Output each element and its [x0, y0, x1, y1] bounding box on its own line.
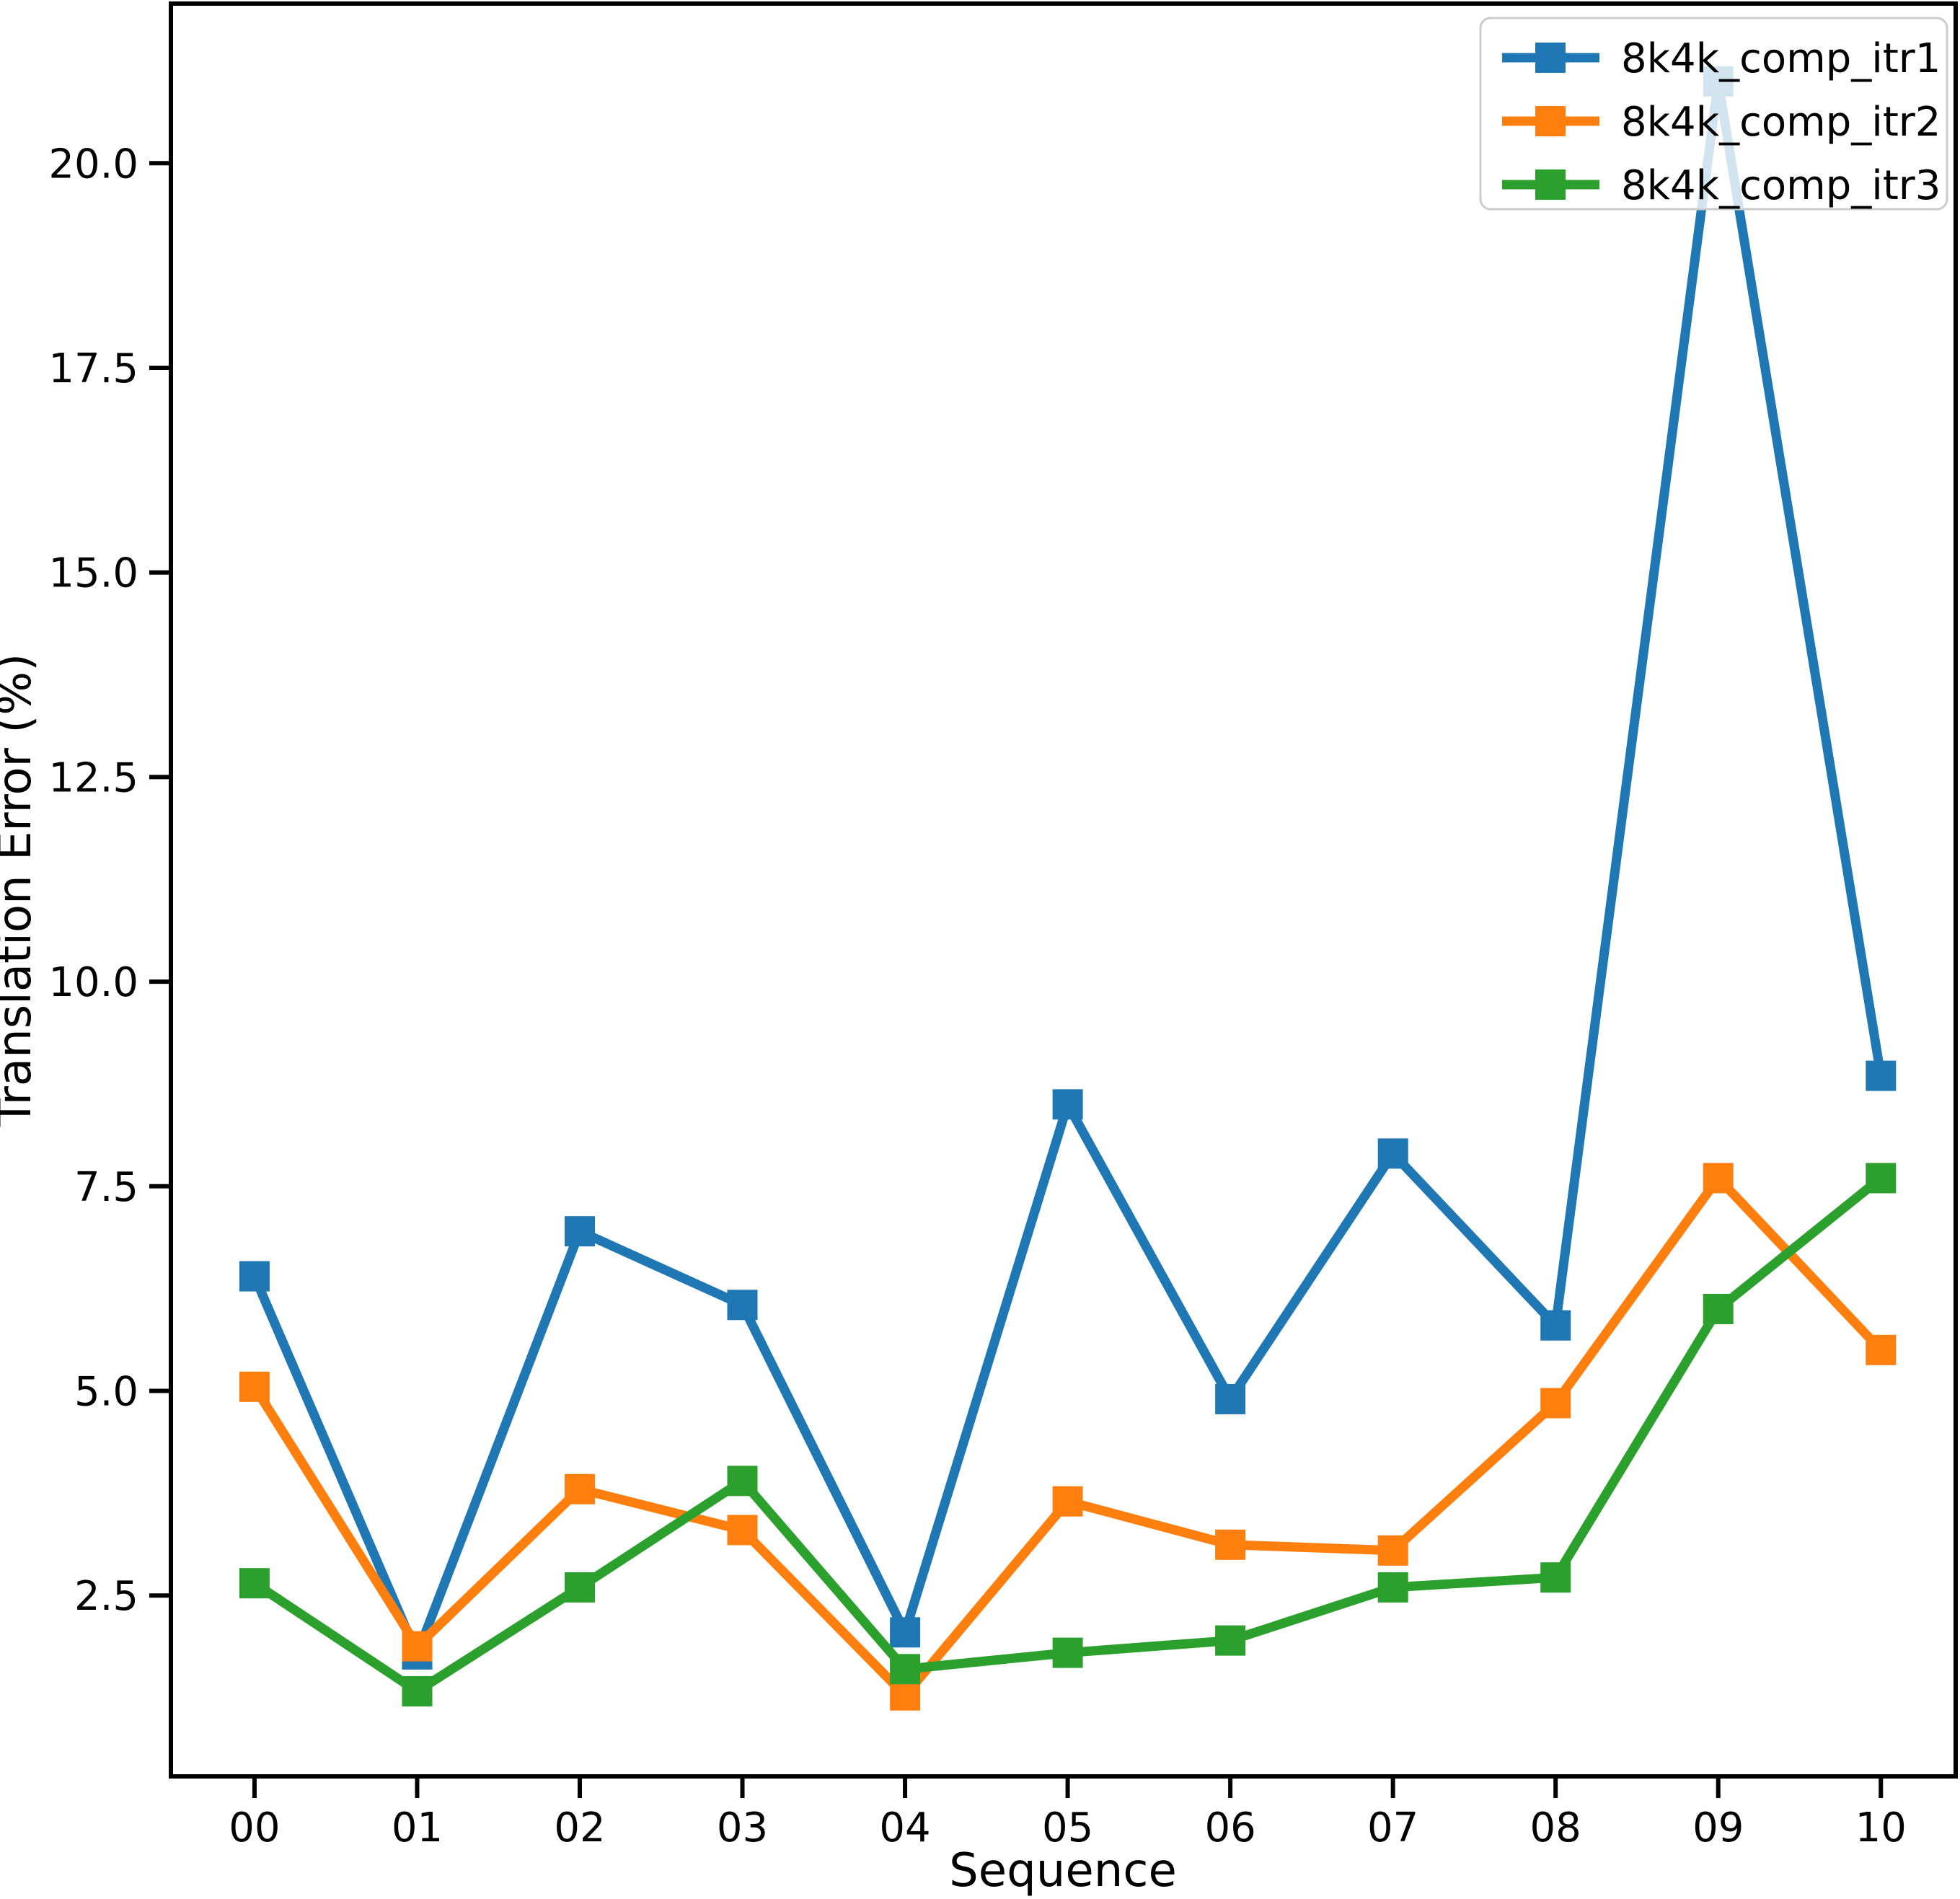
x-tick-label: 03 [717, 1805, 768, 1851]
x-tick-label: 09 [1692, 1805, 1744, 1851]
x-tick-label: 04 [879, 1805, 930, 1851]
data-point-marker [1540, 1562, 1571, 1593]
data-point-marker [1052, 1486, 1083, 1517]
data-point-marker [239, 1371, 270, 1402]
legend-marker-sample [1535, 106, 1566, 136]
data-point-marker [565, 1572, 595, 1603]
series-8k4k_comp_itr2-markers [239, 1163, 1897, 1711]
y-tick-label: 20.0 [48, 141, 138, 188]
data-point-marker [1052, 1637, 1083, 1668]
legend-box [1479, 17, 1948, 211]
data-point-marker [1866, 1163, 1897, 1194]
x-tick-label: 10 [1855, 1805, 1907, 1851]
data-point-marker [1377, 1535, 1408, 1566]
data-point-marker [1377, 1572, 1408, 1603]
data-point-marker [1703, 1294, 1734, 1324]
data-point-marker [1866, 1060, 1897, 1091]
data-point-marker [1703, 1163, 1734, 1194]
data-point-marker [402, 1631, 433, 1662]
data-point-marker [727, 1466, 758, 1497]
x-tick-label: 02 [554, 1805, 605, 1851]
y-tick-label: 7.5 [74, 1164, 138, 1211]
legend-marker-sample [1535, 169, 1566, 200]
data-point-marker [565, 1473, 595, 1504]
data-point-marker [239, 1261, 270, 1292]
y-tick-label: 12.5 [48, 754, 138, 801]
x-tick-label: 08 [1530, 1805, 1581, 1851]
data-point-marker [890, 1617, 921, 1648]
data-point-marker [890, 1680, 921, 1711]
x-tick-label: 01 [392, 1805, 443, 1851]
data-point-marker [1540, 1310, 1571, 1341]
legend-entry-8k4k_comp_itr3: 8k4k_comp_itr3 [1502, 162, 1941, 209]
data-point-marker [1540, 1388, 1571, 1419]
data-point-marker [1866, 1334, 1897, 1365]
y-tick-label: 2.5 [74, 1573, 138, 1620]
data-point-marker [890, 1654, 921, 1685]
y-tick-label: 5.0 [74, 1369, 138, 1416]
data-point-marker [1215, 1529, 1246, 1560]
legend-label: 8k4k_comp_itr1 [1621, 35, 1941, 82]
legend-marker-sample [1535, 43, 1566, 73]
data-point-marker [727, 1290, 758, 1321]
y-tick-label: 10.0 [48, 959, 138, 1006]
data-point-marker [1215, 1625, 1246, 1656]
data-point-marker [565, 1216, 595, 1247]
plot-area [169, 1, 1958, 1779]
data-point-marker [727, 1515, 758, 1546]
x-tick-label: 05 [1042, 1805, 1093, 1851]
legend: 8k4k_comp_itr1 8k4k_comp_itr2 8k4k_comp_it… [1479, 17, 1948, 211]
y-axis: 2.5 5.0 7.5 10.0 12.5 15.0 17.5 20.0 [48, 141, 171, 1620]
legend-entry-8k4k_comp_itr1: 8k4k_comp_itr1 [1502, 35, 1941, 82]
data-point-marker [239, 1568, 270, 1599]
legend-label: 8k4k_comp_itr3 [1621, 162, 1941, 209]
x-tick-label: 00 [229, 1805, 280, 1851]
y-axis-label: Translation Error (%) [0, 653, 42, 1127]
x-axis: 00 01 02 03 04 05 06 07 08 09 10 [229, 1776, 1907, 1851]
series-group [239, 66, 1897, 1711]
series-8k4k_comp_itr3-markers [239, 1163, 1897, 1706]
x-axis-label: Sequence [949, 1844, 1177, 1898]
data-point-marker [1377, 1138, 1408, 1169]
y-tick-label: 15.0 [48, 550, 138, 597]
data-point-marker [1215, 1383, 1246, 1414]
data-point-marker [402, 1676, 433, 1706]
y-tick-label: 17.5 [48, 345, 138, 392]
legend-label: 8k4k_comp_itr2 [1621, 99, 1941, 146]
data-point-marker [1052, 1089, 1083, 1120]
x-tick-label: 07 [1367, 1805, 1418, 1851]
x-tick-label: 06 [1204, 1805, 1255, 1851]
legend-entry-8k4k_comp_itr2: 8k4k_comp_itr2 [1502, 99, 1941, 146]
